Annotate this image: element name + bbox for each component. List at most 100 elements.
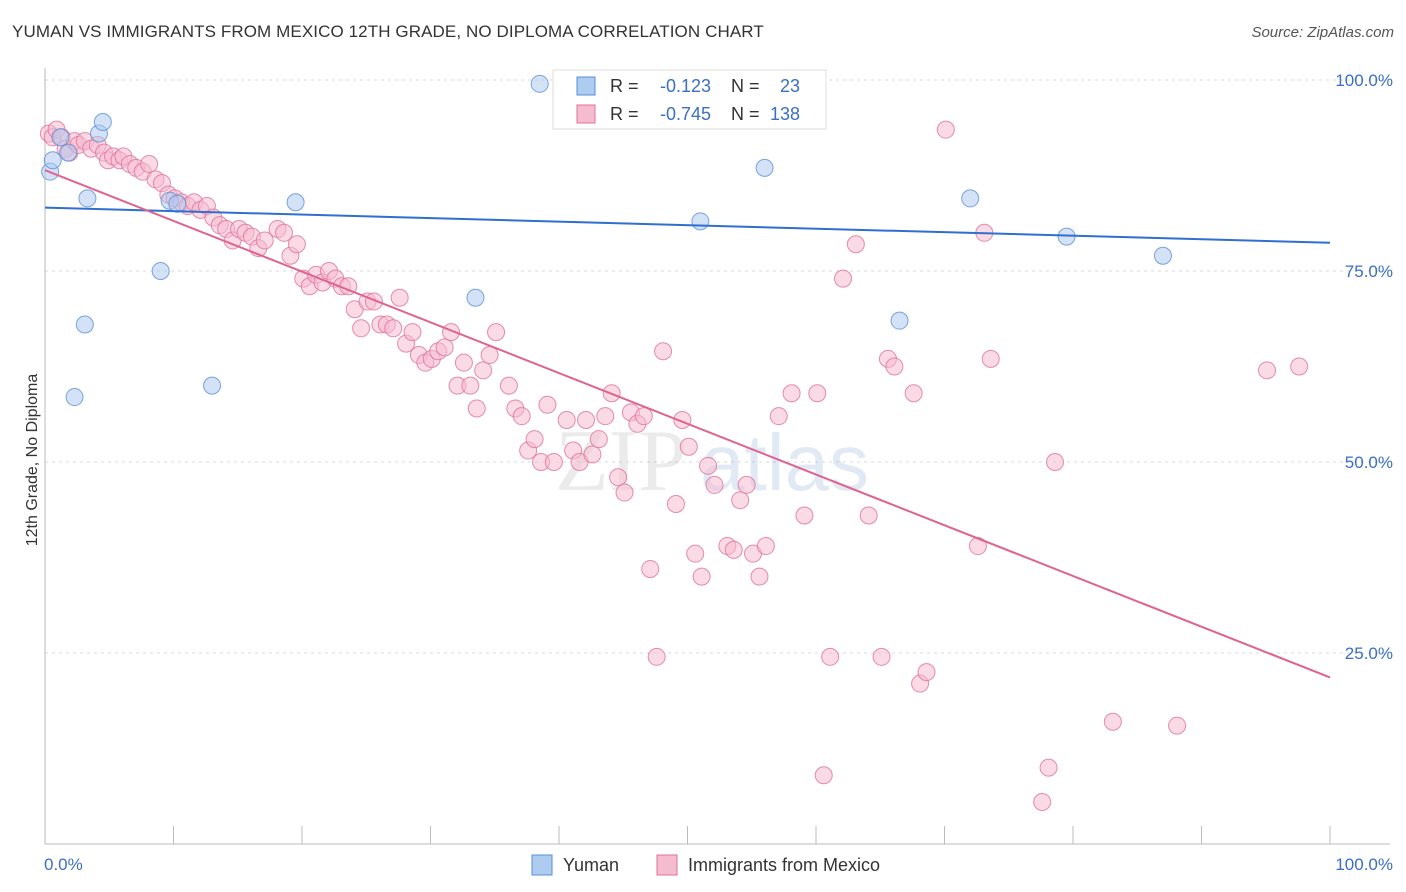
data-point (487, 323, 506, 342)
data-point (352, 319, 371, 338)
data-point (589, 430, 608, 449)
data-point (538, 395, 557, 414)
data-point (705, 475, 724, 494)
data-point (544, 453, 563, 471)
data-point (756, 537, 775, 556)
y-tick-label: 75.0% (1345, 262, 1393, 281)
data-point (904, 384, 923, 403)
data-point (808, 384, 827, 403)
data-point (275, 223, 294, 242)
data-point (890, 311, 909, 330)
data-point (885, 357, 904, 376)
data-point (151, 262, 170, 280)
data-point (390, 288, 409, 307)
data-point (686, 544, 705, 563)
data-point (1153, 246, 1172, 265)
data-point (1290, 357, 1309, 376)
axes (44, 68, 1390, 845)
x-tick-label: 0.0% (44, 855, 83, 874)
data-point (78, 189, 97, 208)
data-point (287, 235, 306, 254)
data-point (461, 376, 480, 395)
data-point (596, 407, 615, 426)
data-point (821, 647, 840, 666)
y-tick-label: 25.0% (1345, 644, 1393, 663)
data-point (647, 647, 666, 666)
data-point (724, 540, 743, 559)
data-point (634, 407, 653, 426)
data-point (474, 361, 493, 380)
data-point (93, 113, 112, 132)
data-point (917, 663, 936, 682)
data-point (403, 323, 422, 342)
data-point (255, 231, 274, 250)
data-point (654, 342, 673, 361)
data-point (731, 491, 750, 510)
data-point (782, 384, 801, 403)
trend-lines (44, 169, 1331, 679)
data-point (699, 456, 718, 475)
data-point (666, 495, 685, 514)
data-point (65, 388, 84, 407)
data-point (692, 567, 711, 586)
data-point (846, 235, 865, 254)
stats-swatch (576, 104, 596, 124)
data-point (525, 430, 544, 449)
data-point (859, 506, 878, 525)
data-point (512, 407, 531, 426)
series-yuman (41, 74, 1172, 407)
data-point (936, 120, 955, 139)
data-point (59, 143, 78, 162)
data-point (833, 269, 852, 288)
data-point (679, 437, 698, 456)
legend-swatch (656, 854, 678, 876)
stats-swatch (576, 76, 596, 96)
data-point (1046, 453, 1065, 471)
data-point (609, 468, 628, 487)
data-point (641, 559, 660, 578)
data-point (1039, 758, 1058, 777)
y-axis-label: 12th Grade, No Diploma (24, 374, 41, 547)
data-point (454, 353, 473, 372)
chart-title: YUMAN VS IMMIGRANTS FROM MEXICO 12TH GRA… (12, 22, 764, 41)
data-point (814, 766, 833, 785)
y-axis-label-group: 12th Grade, No Diploma (24, 374, 41, 547)
source-note: Source: ZipAtlas.com (1251, 24, 1394, 41)
data-point (168, 194, 187, 213)
data-point (51, 128, 70, 147)
data-point (750, 567, 769, 586)
stats-box-frame (552, 69, 827, 130)
stats-n-label: N = (731, 104, 760, 124)
grid-lines (45, 79, 1390, 654)
stats-r-label: R = (610, 104, 639, 124)
data-point (75, 315, 94, 334)
data-point (384, 319, 403, 338)
data-point (286, 193, 305, 212)
bottom-legend: Yuman Immigrants from Mexico (531, 854, 880, 876)
stats-legend: R = -0.123 N = 23 R = -0.745 N = 138 (552, 69, 827, 130)
data-point (499, 376, 518, 395)
data-point (43, 151, 62, 170)
data-point (1168, 716, 1187, 735)
stats-n-value: 23 (780, 76, 800, 96)
data-point (1033, 792, 1052, 811)
data-point (583, 445, 602, 464)
legend-label: Immigrants from Mexico (688, 855, 880, 875)
data-point (961, 189, 980, 208)
y-tick-label: 50.0% (1345, 453, 1393, 472)
stats-r-label: R = (610, 76, 639, 96)
trend-line-mexico (44, 169, 1331, 679)
trend-line-yuman (44, 206, 1331, 244)
data-point (755, 158, 774, 177)
series-immigrants-from-mexico (39, 120, 1309, 811)
data-point (615, 483, 634, 502)
stats-n-label: N = (731, 76, 760, 96)
stats-r-value: -0.745 (660, 104, 711, 124)
data-point (737, 475, 756, 494)
data-point (530, 74, 549, 93)
data-point (769, 407, 788, 426)
data-point (872, 647, 891, 666)
data-point (1103, 712, 1122, 731)
data-point (557, 410, 576, 429)
